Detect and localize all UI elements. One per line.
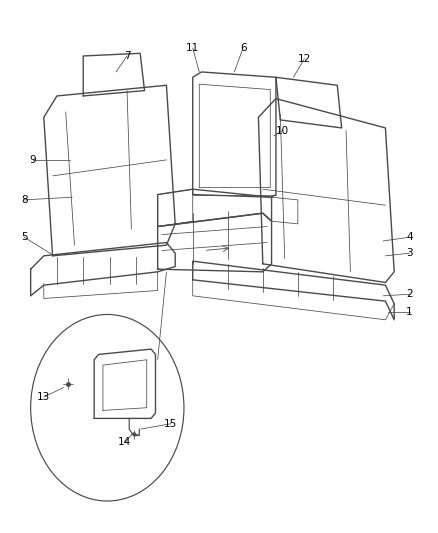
Text: 7: 7 [124, 51, 131, 61]
Text: 5: 5 [21, 232, 28, 242]
Text: 12: 12 [298, 54, 311, 63]
Text: 14: 14 [118, 438, 131, 447]
Text: 4: 4 [406, 232, 413, 242]
Text: 10: 10 [276, 126, 289, 135]
Text: 1: 1 [406, 307, 413, 317]
Text: 2: 2 [406, 289, 413, 299]
Text: 11: 11 [186, 43, 199, 53]
Text: 9: 9 [29, 155, 36, 165]
Text: 3: 3 [406, 248, 413, 258]
Text: 8: 8 [21, 195, 28, 205]
Text: 13: 13 [37, 392, 50, 402]
Text: 6: 6 [240, 43, 247, 53]
Text: 15: 15 [164, 419, 177, 429]
